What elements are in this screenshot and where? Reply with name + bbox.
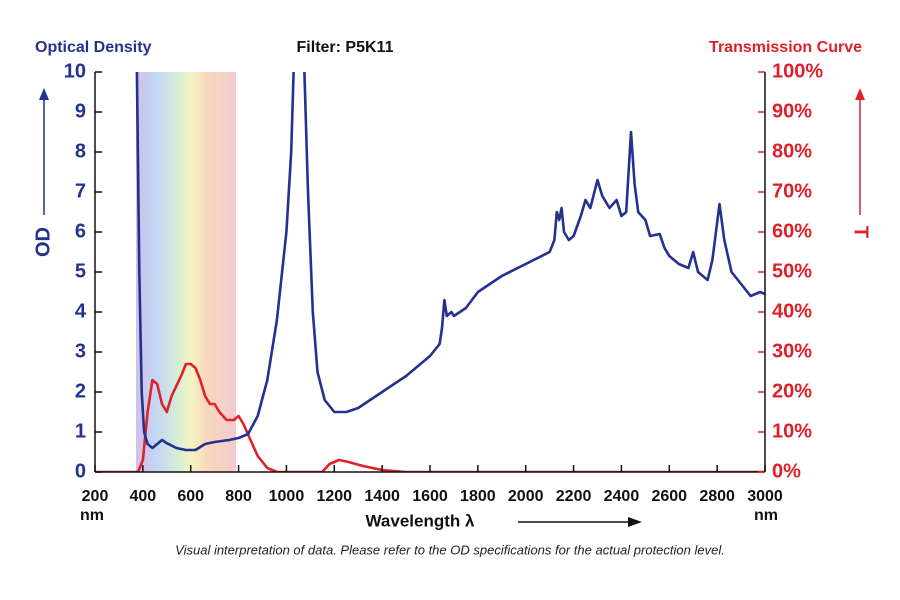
x-unit-left: nm [80,507,104,524]
y2-tick-label: 20% [772,380,812,402]
y2-axis-label: T [850,226,872,238]
y-tick-label: 8 [75,140,86,162]
x-tick-label: 200 [82,488,109,505]
x-tick-label: 1000 [269,488,305,505]
x-tick-label: 600 [177,488,204,505]
y-tick-label: 5 [75,260,86,282]
y-tick-label: 4 [75,300,87,322]
y-tick-label: 1 [75,420,86,442]
y2-tick-label: 50% [772,260,812,282]
y-tick-label: 2 [75,380,86,402]
x-tick-label: 2400 [604,488,640,505]
y2-tick-label: 70% [772,180,812,202]
x-tick-label: 800 [225,488,252,505]
y2-tick-label: 40% [772,300,812,322]
y2-tick-label: 60% [772,220,812,242]
y-tick-label: 7 [75,180,86,202]
chart-title: Filter: P5K11 [297,39,394,56]
x-tick-label: 3000 [747,488,783,505]
y2-tick-label: 80% [772,140,812,162]
series-line [135,72,295,452]
y2-arrow-head [855,88,865,100]
y2-tick-label: 90% [772,100,812,122]
y-tick-label: 3 [75,340,86,362]
legend-od: Optical Density [35,39,152,56]
series-line [95,362,765,472]
y-tick-label: 0 [75,460,86,482]
plot-area [95,72,765,472]
x-tick-label: 2000 [508,488,544,505]
y-arrow-head [39,88,49,100]
x-tick-label: 1200 [316,488,352,505]
y-tick-label: 6 [75,220,86,242]
x-tick-label: 1800 [460,488,496,505]
y-tick-label: 9 [75,100,86,122]
y2-tick-label: 100% [772,60,823,82]
x-arrow-head [628,517,642,527]
x-tick-label: 2600 [651,488,687,505]
y2-tick-label: 30% [772,340,812,362]
x-axis-label: Wavelength λ [366,511,475,530]
series-line [303,72,765,414]
x-tick-label: 400 [130,488,157,505]
legend-t: Transmission Curve [709,39,862,56]
y-axis-label: OD [32,227,54,257]
y2-tick-label: 10% [772,420,812,442]
x-unit-right: nm [754,507,778,524]
y2-tick-label: 0% [772,460,801,482]
y-tick-label: 10 [64,60,86,82]
x-tick-label: 2200 [556,488,592,505]
visible-spectrum-band [136,72,236,472]
x-tick-label: 1400 [364,488,400,505]
footnote: Visual interpretation of data. Please re… [175,542,725,557]
x-tick-label: 2800 [699,488,735,505]
x-tick-label: 1600 [412,488,448,505]
